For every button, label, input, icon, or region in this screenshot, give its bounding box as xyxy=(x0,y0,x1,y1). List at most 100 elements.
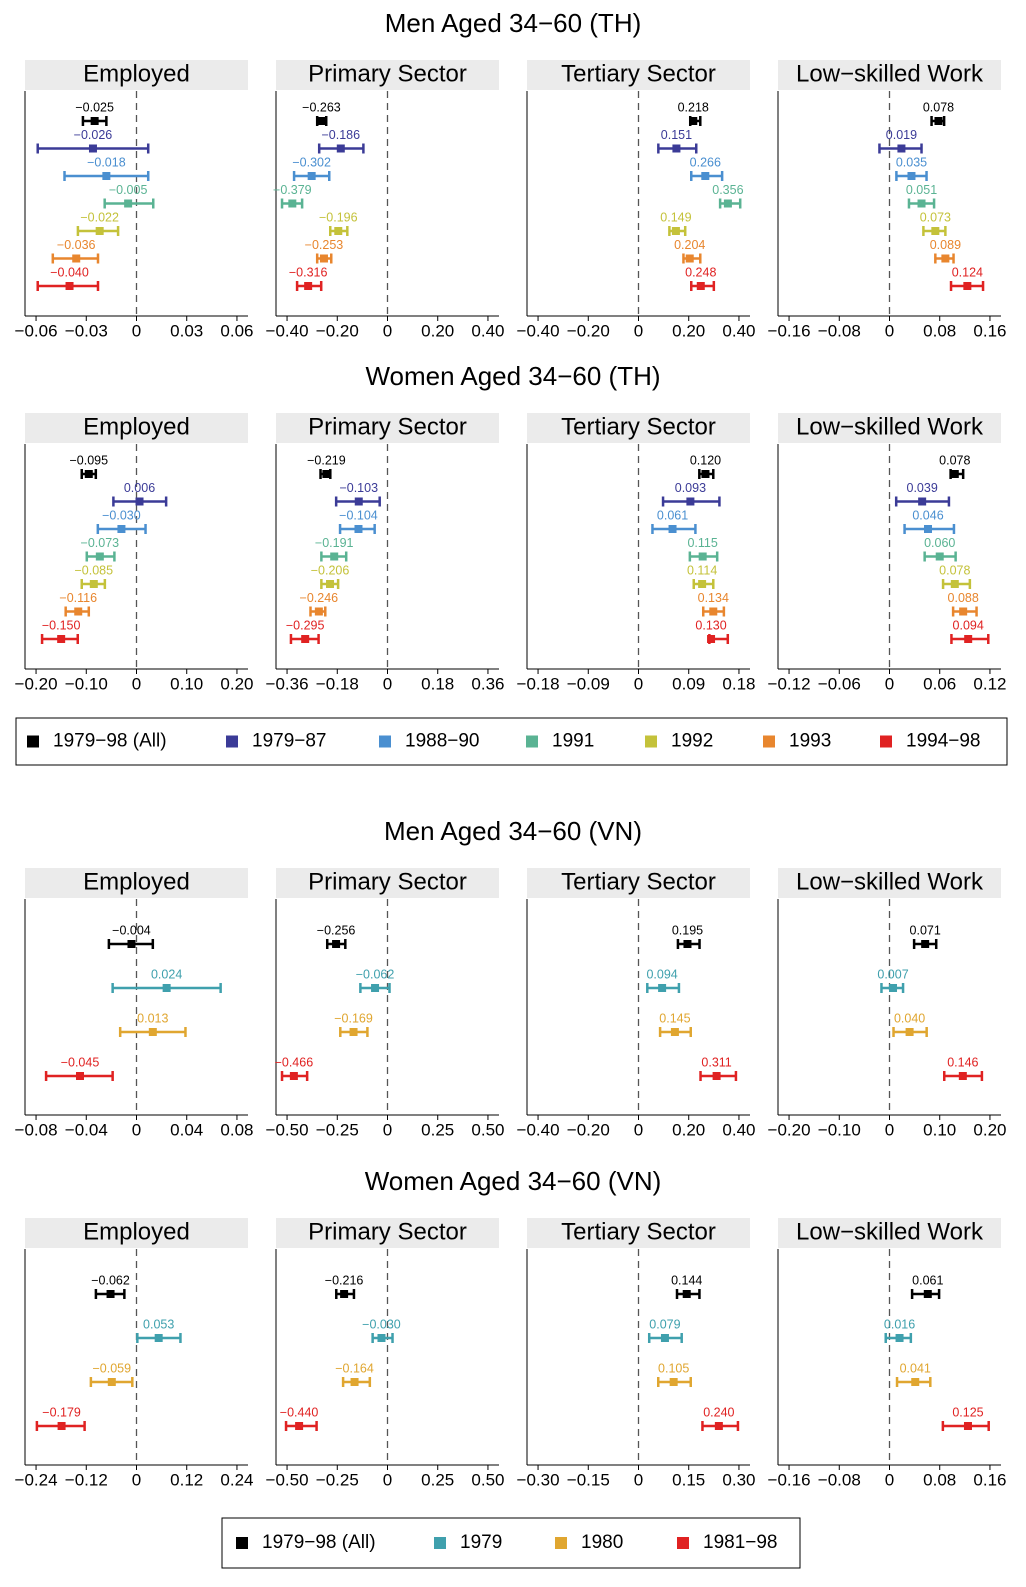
point-estimate xyxy=(107,1378,116,1386)
x-tick-label: −0.50 xyxy=(266,1470,309,1489)
value-label: 0.016 xyxy=(884,1317,915,1331)
value-label: 0.071 xyxy=(910,923,941,937)
point-estimate xyxy=(911,1378,920,1386)
value-label: −0.104 xyxy=(339,508,378,522)
value-label: −0.316 xyxy=(289,265,328,279)
chart-title: Men Aged 34−60 (TH) xyxy=(385,8,642,38)
strip xyxy=(527,868,750,898)
point-estimate xyxy=(668,525,677,533)
value-label: 0.093 xyxy=(675,481,706,495)
point-estimate xyxy=(669,1378,678,1386)
x-tick-label: 0.20 xyxy=(672,321,705,340)
value-label: 0.204 xyxy=(674,238,705,252)
value-label: −0.302 xyxy=(292,155,331,169)
point-estimate xyxy=(931,227,940,235)
legend-label: 1979−98 (All) xyxy=(53,731,167,752)
point-estimate xyxy=(307,172,316,180)
x-tick-label: −0.20 xyxy=(567,321,610,340)
x-tick-label: −0.18 xyxy=(316,674,359,693)
x-tick-label: 0 xyxy=(383,674,392,693)
panel-title: Tertiary Sector xyxy=(561,868,716,895)
point-estimate xyxy=(117,525,126,533)
point-estimate xyxy=(340,1290,349,1298)
legend-swatch xyxy=(226,735,238,748)
x-tick-label: −0.06 xyxy=(15,321,58,340)
value-label: 0.134 xyxy=(698,591,729,605)
point-estimate xyxy=(148,1028,157,1036)
x-tick-label: −0.20 xyxy=(316,321,359,340)
value-label: −0.206 xyxy=(311,563,350,577)
point-estimate xyxy=(709,607,718,616)
strip xyxy=(778,1218,1001,1248)
legend-label: 1992 xyxy=(671,731,713,752)
x-tick-label: −0.20 xyxy=(768,1120,811,1139)
strip xyxy=(25,413,248,443)
x-tick-label: −0.15 xyxy=(567,1470,610,1489)
strip xyxy=(25,1218,248,1248)
value-label: 0.248 xyxy=(685,265,716,279)
value-label: 0.146 xyxy=(947,1055,978,1069)
point-estimate xyxy=(57,1422,66,1430)
point-estimate xyxy=(354,497,363,506)
x-tick-label: 0 xyxy=(885,1470,894,1489)
x-tick-label: 0.40 xyxy=(722,321,755,340)
value-label: −0.040 xyxy=(50,265,89,279)
point-estimate xyxy=(685,254,694,263)
strip xyxy=(527,60,750,90)
point-estimate xyxy=(658,984,667,992)
x-tick-label: 0.50 xyxy=(471,1120,504,1139)
value-label: −0.030 xyxy=(362,1317,401,1331)
point-estimate xyxy=(350,1378,359,1386)
value-label: −0.026 xyxy=(74,128,113,142)
point-estimate xyxy=(319,254,328,263)
value-label: −0.253 xyxy=(305,238,344,252)
legend-label: 1979−98 (All) xyxy=(262,1532,376,1553)
legend-swatch xyxy=(27,735,39,748)
value-label: −0.256 xyxy=(317,923,356,937)
x-tick-label: −0.24 xyxy=(15,1470,58,1489)
panel-title: Tertiary Sector xyxy=(561,413,716,440)
x-tick-label: −0.36 xyxy=(266,674,309,693)
point-estimate xyxy=(701,172,710,180)
x-tick-label: −0.25 xyxy=(316,1120,359,1139)
point-estimate xyxy=(57,635,66,643)
point-estimate xyxy=(918,497,927,506)
value-label: 0.149 xyxy=(660,210,691,224)
legend xyxy=(15,717,1008,766)
x-tick-label: 0.12 xyxy=(170,1470,203,1489)
panel-title: Employed xyxy=(83,1218,190,1245)
value-label: 0.088 xyxy=(948,591,979,605)
legend-label: 1993 xyxy=(789,731,831,752)
x-tick-label: 0.20 xyxy=(220,674,253,693)
value-label: 0.078 xyxy=(939,453,970,467)
x-tick-label: 0 xyxy=(634,1470,643,1489)
x-tick-label: 0 xyxy=(885,1120,894,1139)
value-label: 0.061 xyxy=(657,508,688,522)
value-label: −0.004 xyxy=(112,923,151,937)
value-label: 0.053 xyxy=(143,1317,174,1331)
value-label: 0.356 xyxy=(712,183,743,197)
legend xyxy=(221,1517,801,1569)
point-estimate xyxy=(354,525,363,533)
x-tick-label: 0.30 xyxy=(722,1470,755,1489)
x-tick-label: 0.10 xyxy=(923,1120,956,1139)
point-estimate xyxy=(941,254,950,263)
x-tick-label: 0 xyxy=(132,1120,141,1139)
value-label: −0.379 xyxy=(273,183,312,197)
strip xyxy=(25,868,248,898)
x-tick-label: −0.40 xyxy=(517,321,560,340)
panel-title: Primary Sector xyxy=(308,1218,467,1245)
point-estimate xyxy=(377,1334,386,1342)
value-label: −0.196 xyxy=(319,210,358,224)
value-label: −0.179 xyxy=(42,1405,81,1419)
point-estimate xyxy=(672,144,681,153)
point-estimate xyxy=(907,172,916,180)
value-label: −0.169 xyxy=(334,1011,373,1025)
point-estimate xyxy=(707,635,716,643)
x-tick-label: 0.50 xyxy=(471,1470,504,1489)
x-tick-label: −0.40 xyxy=(517,1120,560,1139)
x-tick-label: 0.20 xyxy=(672,1120,705,1139)
point-estimate xyxy=(162,984,171,992)
point-estimate xyxy=(88,144,97,153)
point-estimate xyxy=(950,580,959,588)
